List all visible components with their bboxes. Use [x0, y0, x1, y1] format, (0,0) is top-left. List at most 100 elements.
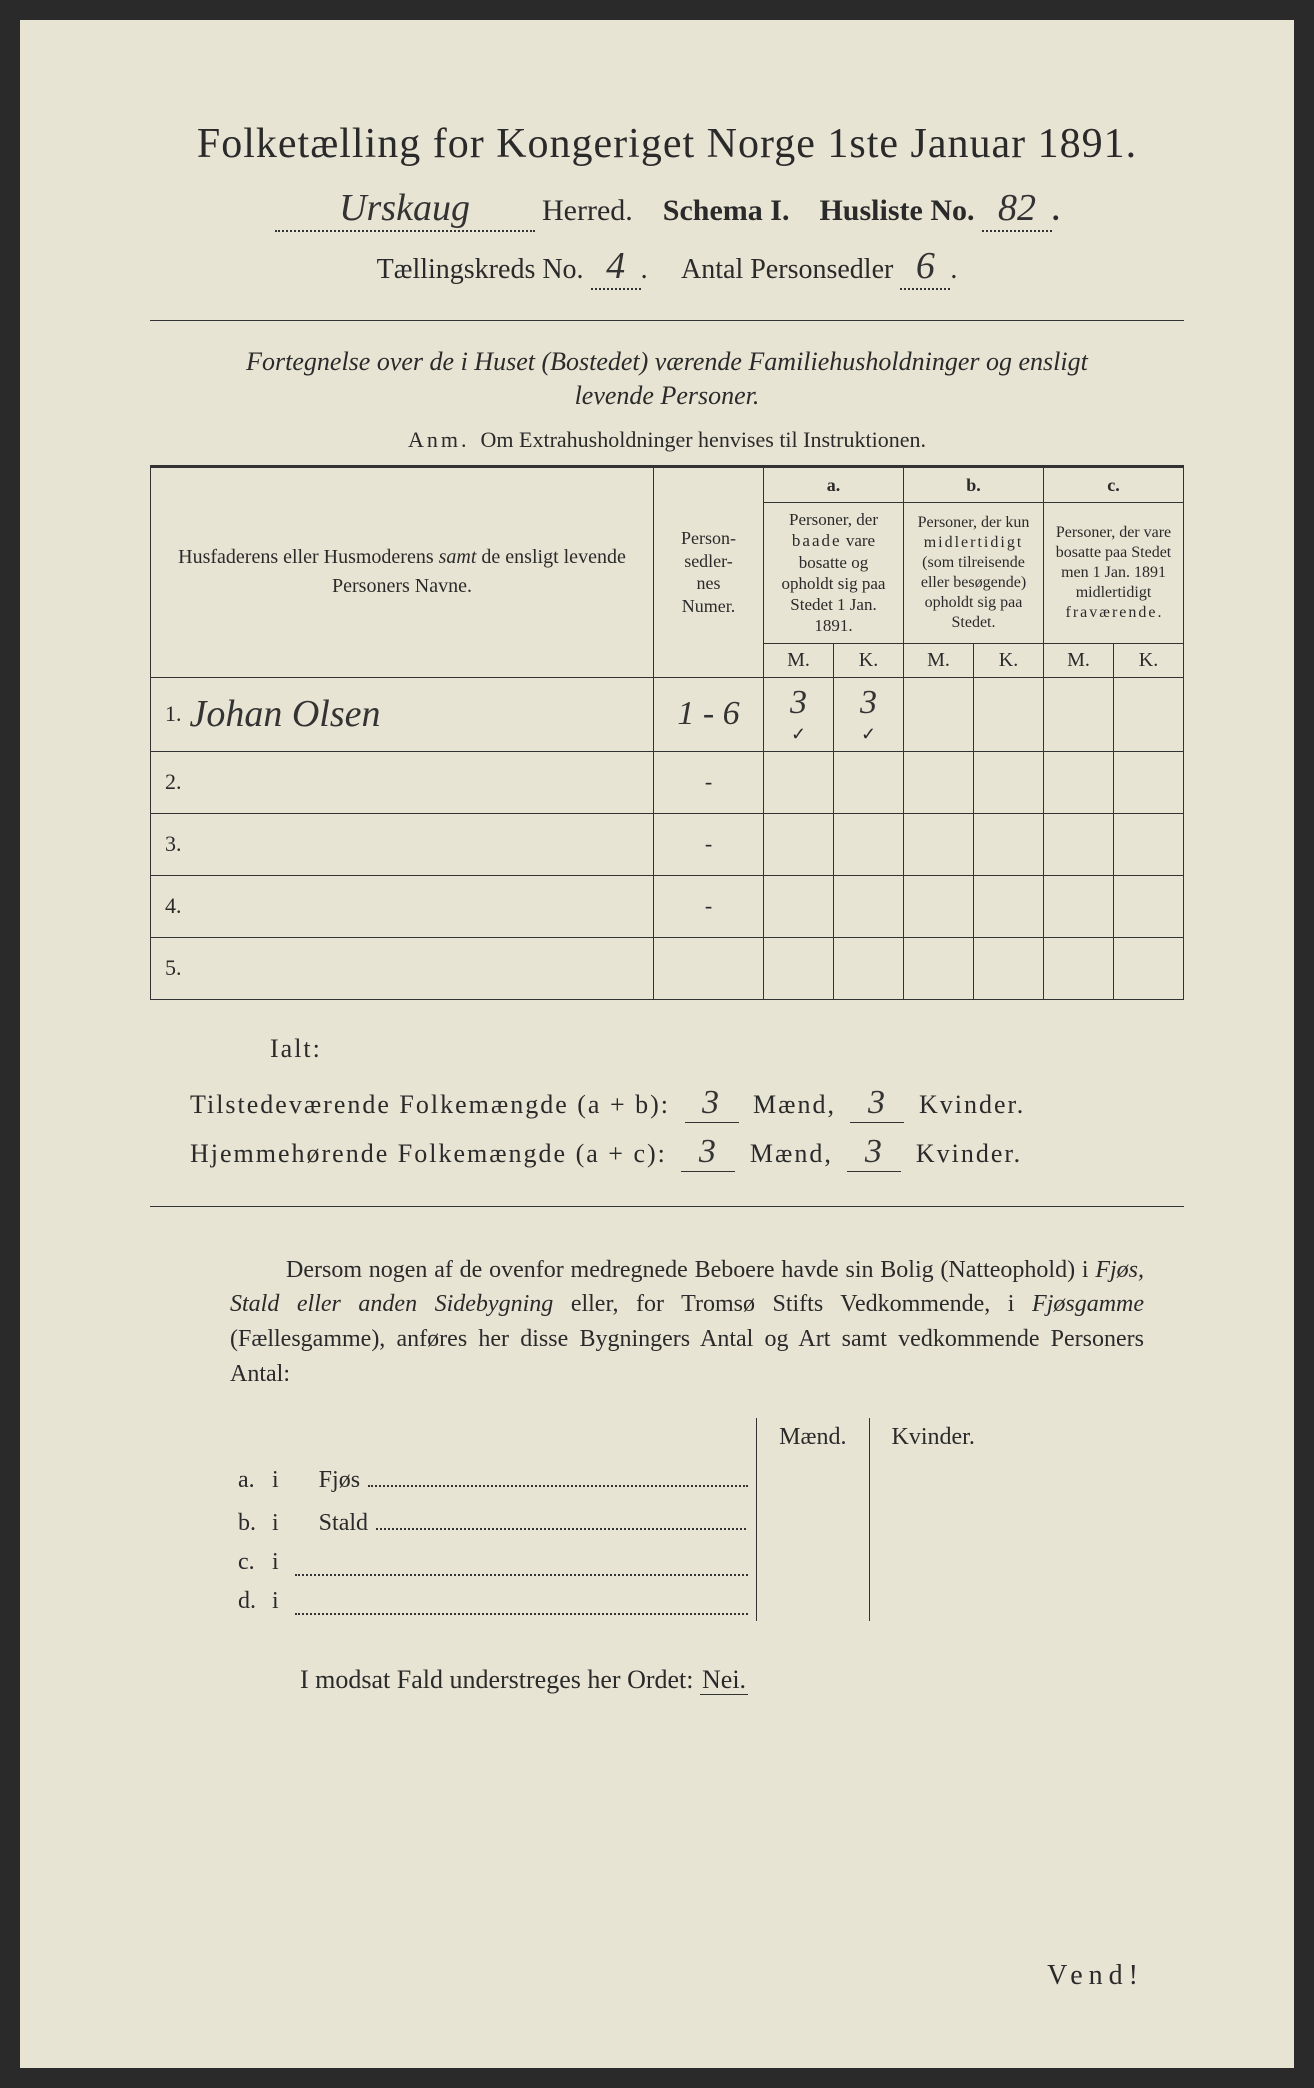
row-num: -: [654, 751, 764, 813]
bld-m: [757, 1500, 869, 1543]
row-number: 4.: [151, 875, 190, 937]
schema-label: Schema I.: [663, 194, 790, 227]
bld-k: [869, 1500, 997, 1543]
bld-letter: c.: [230, 1543, 264, 1582]
husliste-dot: .: [1052, 194, 1060, 227]
table-row: 2. -: [151, 751, 1184, 813]
bld-k: [869, 1543, 997, 1582]
th-c-letter: c.: [1044, 466, 1184, 503]
row-name: [190, 937, 654, 999]
bld-m: [757, 1457, 869, 1500]
row-name: [190, 751, 654, 813]
th-a-k: K.: [834, 643, 904, 677]
building-row: d. i: [230, 1582, 997, 1621]
bld-hdr-kvinder: Kvinder.: [869, 1418, 997, 1457]
ialt-label: Ialt:: [270, 1034, 1184, 1064]
husliste-label: Husliste No.: [819, 194, 974, 227]
bld-m: [757, 1543, 869, 1582]
bld-letter: d.: [230, 1582, 264, 1621]
bld-type: Fjøs: [287, 1457, 757, 1500]
maend-label: Mænd,: [753, 1090, 836, 1119]
row-b-k: [974, 677, 1044, 751]
building-row: c. i: [230, 1543, 997, 1582]
anm-label: Anm.: [408, 427, 470, 452]
building-row: b. i Stald: [230, 1500, 997, 1543]
resident-label: Hjemmehørende Folkemængde (a + c):: [190, 1139, 667, 1168]
household-table: Husfaderens eller Husmoderens samt de en…: [150, 465, 1184, 1000]
table-row: 1. Johan Olsen 1 - 6 3 ✓ 3 ✓: [151, 677, 1184, 751]
bld-hdr-maend: Mænd.: [757, 1418, 869, 1457]
th-a-letter: a.: [764, 466, 904, 503]
anm-line: Anm. Om Extrahusholdninger henvises til …: [150, 427, 1184, 453]
header-line-kreds: Tællingskreds No. 4 . Antal Personsedler…: [150, 244, 1184, 290]
header-line-herred: Urskaug Herred. Schema I. Husliste No. 8…: [150, 186, 1184, 232]
census-form-page: Folketælling for Kongeriget Norge 1ste J…: [20, 20, 1294, 2068]
bld-type: [287, 1582, 757, 1621]
page-title: Folketælling for Kongeriget Norge 1ste J…: [150, 120, 1184, 168]
divider: [150, 1206, 1184, 1207]
form-subtitle: Fortegnelse over de i Huset (Bostedet) v…: [210, 345, 1124, 413]
kvinder-label: Kvinder.: [916, 1139, 1022, 1168]
row-num: -: [654, 813, 764, 875]
antal-value: 6: [916, 245, 935, 287]
herred-label: Herred.: [542, 194, 633, 227]
bld-letter: a.: [230, 1457, 264, 1500]
row-number: 3.: [151, 813, 190, 875]
th-b-text: Personer, der kun midlertidigt (som tilr…: [904, 503, 1044, 644]
th-b-m: M.: [904, 643, 974, 677]
kreds-value: 4: [606, 245, 625, 287]
row-a-m: 3 ✓: [764, 677, 834, 751]
bld-m: [757, 1582, 869, 1621]
kreds-label: Tællingskreds No.: [377, 254, 584, 285]
th-names: Husfaderens eller Husmoderens samt de en…: [151, 466, 654, 677]
divider: [150, 320, 1184, 321]
bld-letter: b.: [230, 1500, 264, 1543]
row-number: 1.: [151, 677, 190, 751]
bld-type: [287, 1543, 757, 1582]
modsat-line: I modsat Fald understreges her Ordet: Ne…: [300, 1665, 1184, 1695]
table-row: 4. -: [151, 875, 1184, 937]
row-name: Johan Olsen: [190, 677, 654, 751]
row-b-m: [904, 677, 974, 751]
th-c-m: M.: [1044, 643, 1114, 677]
row-num: -: [654, 875, 764, 937]
resident-m: 3: [681, 1133, 735, 1172]
th-a-m: M.: [764, 643, 834, 677]
kvinder-label: Kvinder.: [919, 1090, 1025, 1119]
th-c-k: K.: [1114, 643, 1184, 677]
table-row: 5.: [151, 937, 1184, 999]
building-paragraph: Dersom nogen af de ovenfor medregnede Be…: [230, 1253, 1144, 1392]
th-a-text: Personer, der baade vare bosatte og opho…: [764, 503, 904, 644]
row-num: [654, 937, 764, 999]
row-name: [190, 813, 654, 875]
bld-k: [869, 1582, 997, 1621]
maend-label: Mænd,: [750, 1139, 833, 1168]
nei-word: Nei.: [700, 1665, 748, 1695]
bld-i: i: [264, 1457, 287, 1500]
kreds-field: 4: [591, 244, 641, 290]
bld-type: Stald: [287, 1500, 757, 1543]
modsat-text: I modsat Fald understreges her Ordet:: [300, 1665, 694, 1694]
table-row: 3. -: [151, 813, 1184, 875]
herred-field: Urskaug: [275, 186, 535, 232]
vend-label: Vend!: [1047, 1960, 1144, 1992]
row-name: [190, 875, 654, 937]
row-c-k: [1114, 677, 1184, 751]
bld-i: i: [264, 1500, 287, 1543]
bld-k: [869, 1457, 997, 1500]
row-a-k: 3 ✓: [834, 677, 904, 751]
bld-i: i: [264, 1543, 287, 1582]
row-num: 1 - 6: [654, 677, 764, 751]
total-resident: Hjemmehørende Folkemængde (a + c): 3 Mæn…: [190, 1133, 1184, 1172]
antal-field: 6: [900, 244, 950, 290]
husliste-field: 82: [982, 186, 1052, 232]
total-present: Tilstedeværende Folkemængde (a + b): 3 M…: [190, 1084, 1184, 1123]
th-b-letter: b.: [904, 466, 1044, 503]
antal-label: Antal Personsedler: [681, 254, 893, 285]
th-c-text: Personer, der vare bosatte paa Stedet me…: [1044, 503, 1184, 644]
th-b-k: K.: [974, 643, 1044, 677]
th-numer: Person-sedler-nesNumer.: [654, 466, 764, 677]
resident-k: 3: [847, 1133, 901, 1172]
bld-i: i: [264, 1582, 287, 1621]
row-c-m: [1044, 677, 1114, 751]
